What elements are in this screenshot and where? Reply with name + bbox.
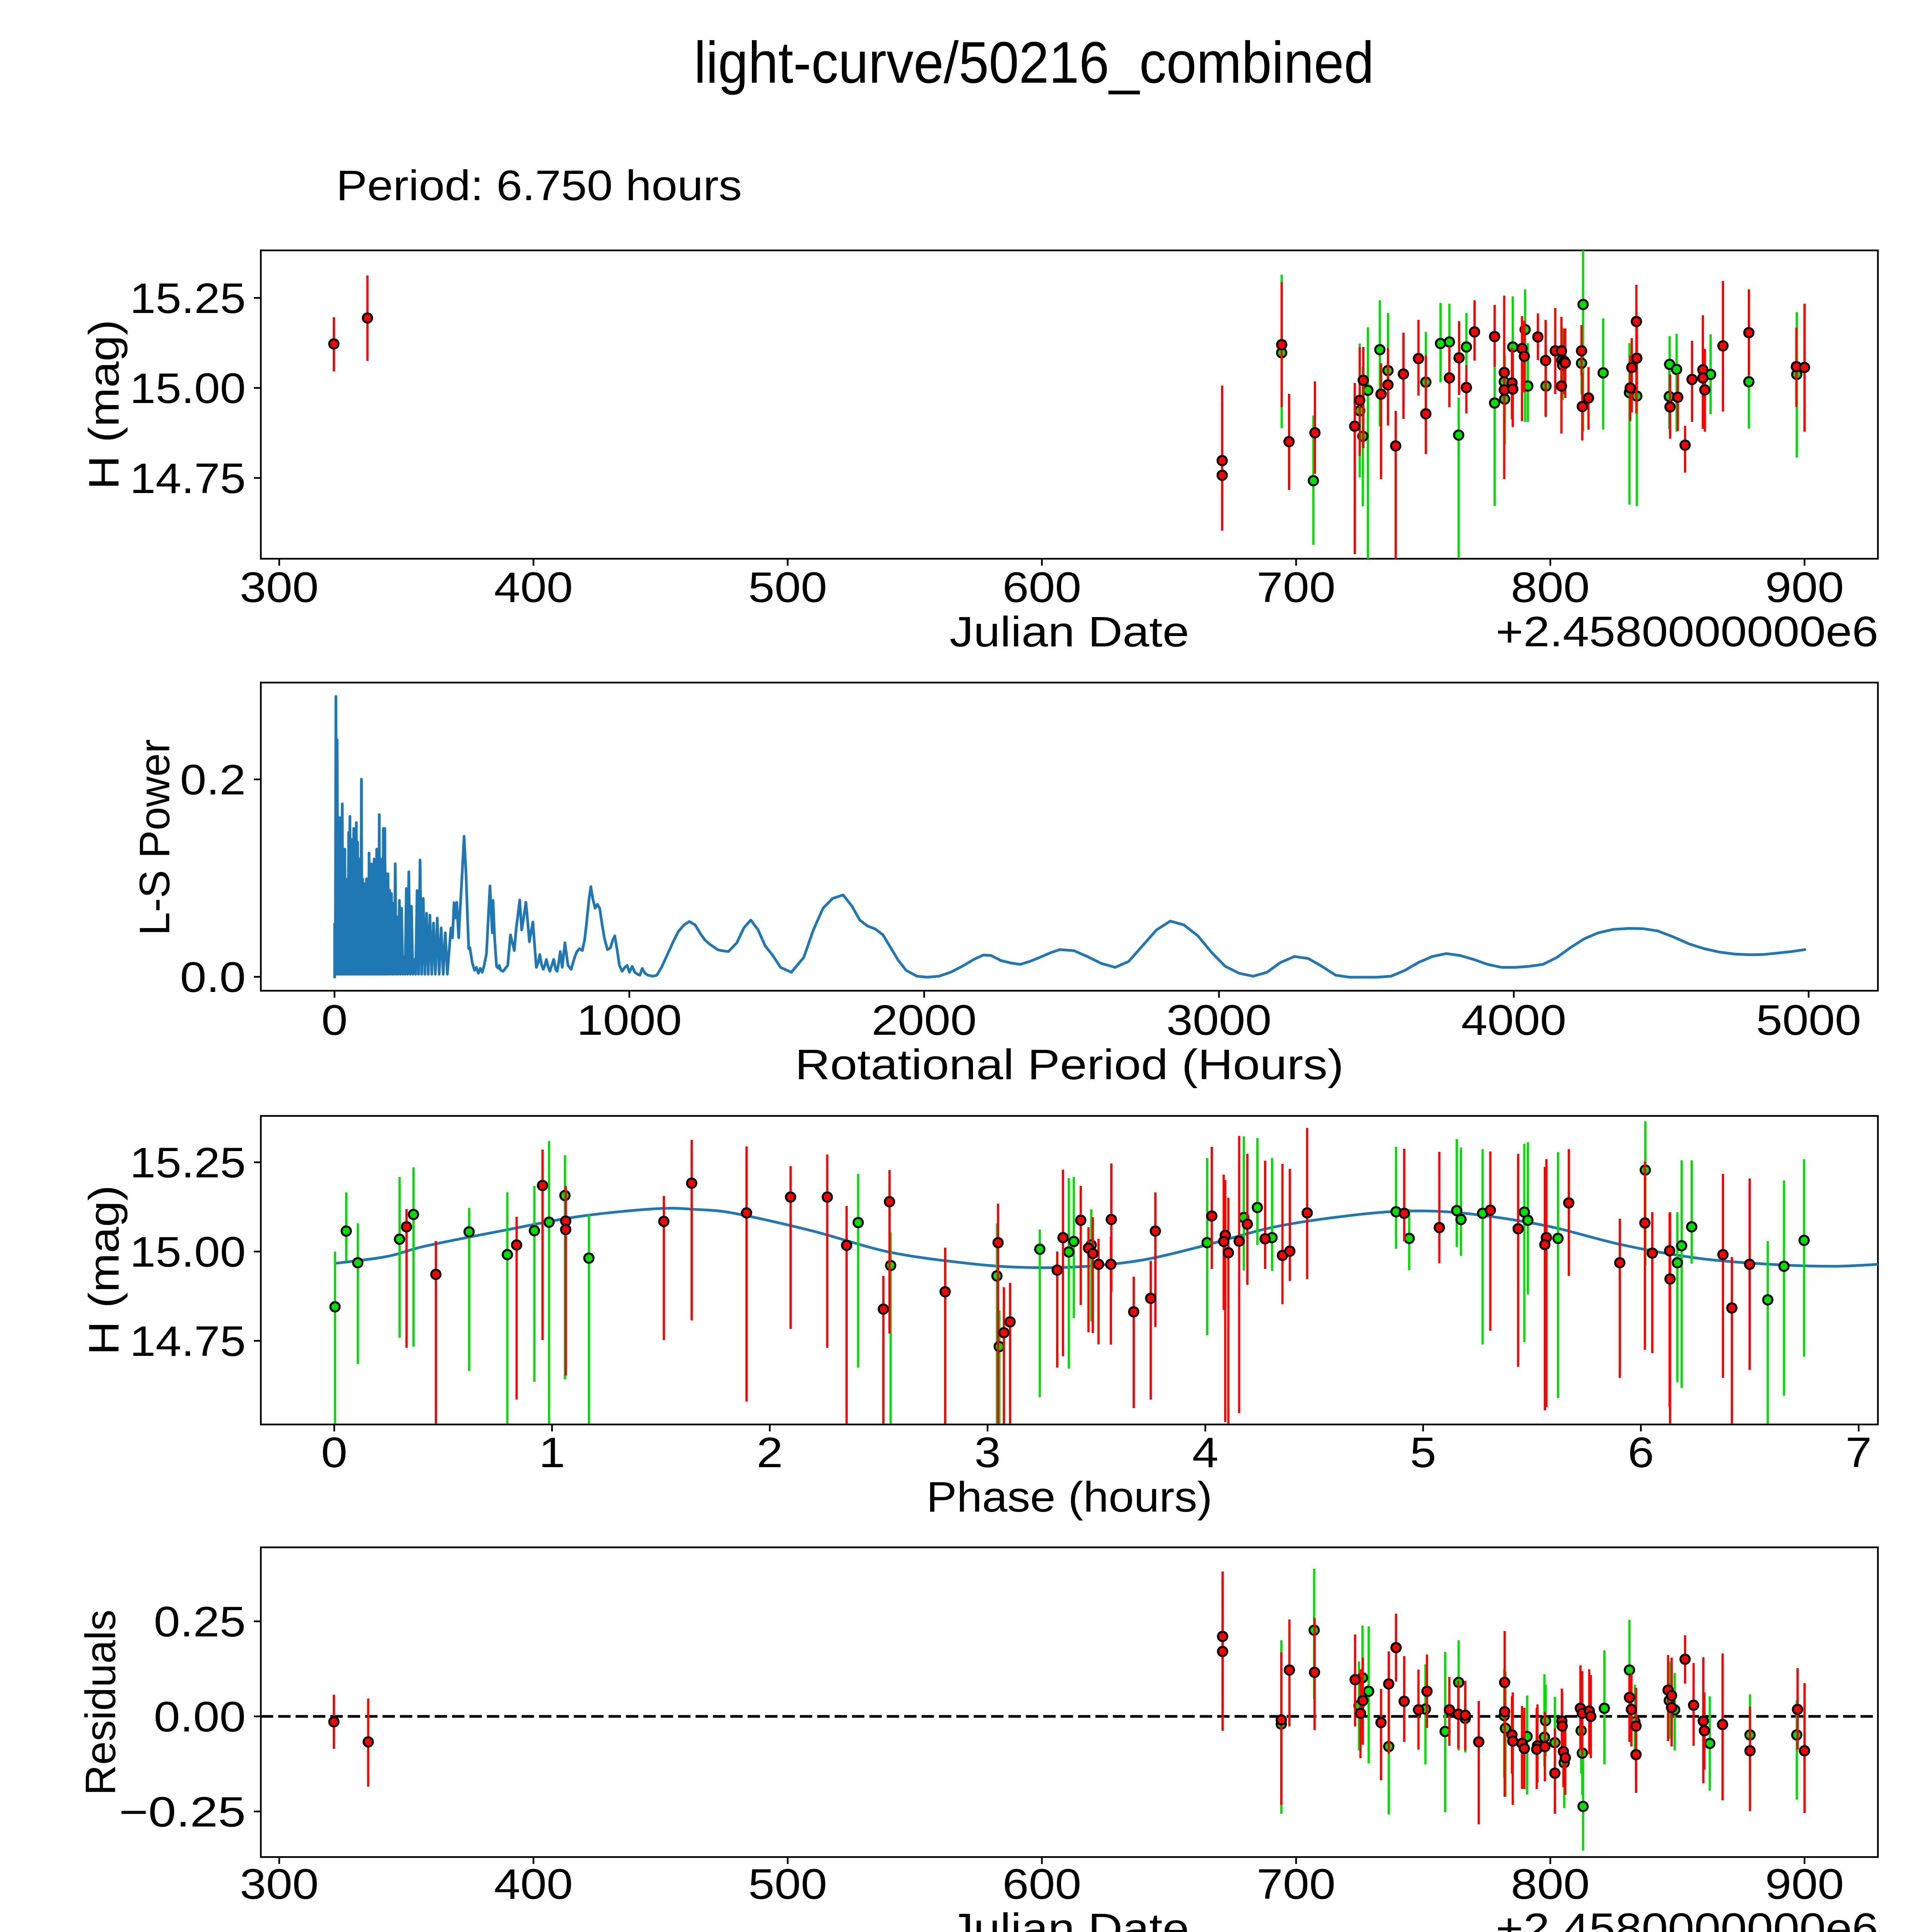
svg-text:3000: 3000 (1167, 997, 1272, 1044)
svg-text:0.00: 0.00 (154, 1693, 246, 1741)
svg-text:14.75: 14.75 (130, 455, 246, 502)
svg-text:2: 2 (757, 1429, 783, 1476)
svg-text:400: 400 (494, 564, 573, 611)
svg-text:H (mag): H (mag) (80, 320, 128, 490)
svg-text:900: 900 (1765, 564, 1844, 611)
svg-text:7: 7 (1845, 1429, 1872, 1476)
svg-text:700: 700 (1257, 564, 1335, 611)
svg-text:0.2: 0.2 (180, 756, 246, 804)
svg-text:5000: 5000 (1756, 997, 1861, 1044)
svg-text:500: 500 (748, 564, 827, 611)
svg-text:3: 3 (975, 1429, 1001, 1476)
svg-text:0.25: 0.25 (154, 1598, 246, 1646)
svg-text:15.00: 15.00 (130, 365, 246, 412)
svg-text:Residuals: Residuals (77, 1610, 124, 1796)
svg-text:0.0: 0.0 (180, 954, 246, 1001)
svg-text:5: 5 (1410, 1429, 1436, 1476)
svg-text:light-curve/50216_combined: light-curve/50216_combined (694, 30, 1374, 95)
svg-text:300: 300 (240, 1861, 319, 1908)
svg-text:400: 400 (494, 1861, 573, 1908)
svg-text:−0.25: −0.25 (119, 1788, 246, 1836)
svg-text:Julian Date: Julian Date (950, 608, 1189, 656)
svg-text:4000: 4000 (1461, 997, 1566, 1044)
svg-text:15.25: 15.25 (130, 275, 246, 322)
svg-text:Period: 6.750 hours: Period: 6.750 hours (336, 162, 742, 209)
svg-text:700: 700 (1257, 1861, 1335, 1908)
svg-text:+2.4580000000e6: +2.4580000000e6 (1496, 1905, 1878, 1932)
svg-text:L-S Power: L-S Power (131, 739, 179, 935)
svg-text:15.25: 15.25 (130, 1139, 246, 1187)
svg-text:300: 300 (240, 564, 319, 611)
svg-text:800: 800 (1511, 1861, 1590, 1908)
svg-text:0: 0 (321, 997, 348, 1044)
svg-text:900: 900 (1765, 1861, 1844, 1908)
svg-text:Rotational Period (Hours): Rotational Period (Hours) (795, 1041, 1344, 1088)
svg-text:+2.4580000000e6: +2.4580000000e6 (1496, 608, 1878, 656)
svg-text:800: 800 (1511, 564, 1590, 611)
svg-text:600: 600 (1002, 1861, 1081, 1908)
svg-text:15.00: 15.00 (130, 1228, 246, 1276)
svg-text:Phase (hours): Phase (hours) (927, 1473, 1213, 1521)
svg-text:500: 500 (748, 1861, 827, 1908)
svg-text:H (mag): H (mag) (80, 1185, 128, 1355)
svg-text:14.75: 14.75 (130, 1318, 246, 1365)
svg-text:1: 1 (539, 1429, 565, 1476)
svg-text:2000: 2000 (872, 997, 977, 1044)
svg-text:4: 4 (1192, 1429, 1218, 1476)
svg-text:600: 600 (1002, 564, 1081, 611)
svg-text:1000: 1000 (577, 997, 682, 1044)
svg-text:6: 6 (1628, 1429, 1654, 1476)
svg-text:Julian Date: Julian Date (950, 1905, 1189, 1932)
svg-text:0: 0 (321, 1429, 347, 1476)
